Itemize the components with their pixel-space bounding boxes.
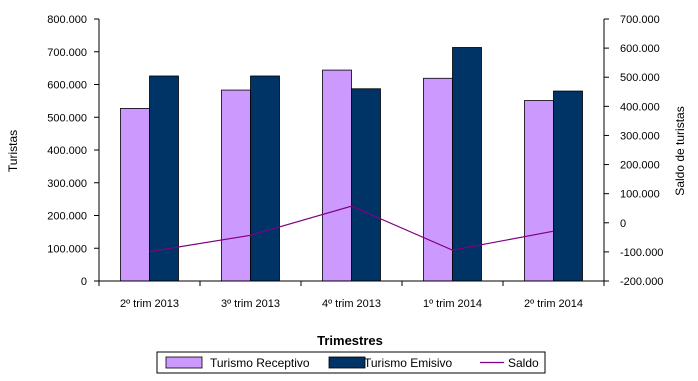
x-axis-title: Trimestres xyxy=(317,333,383,348)
left-axis-title: Turistas xyxy=(6,130,20,172)
right-tick-label: 400.000 xyxy=(620,101,660,113)
legend-swatch-turismo-receptivo xyxy=(165,356,203,369)
right-tick-label: 600.000 xyxy=(620,43,660,55)
right-tick-label: 0 xyxy=(620,218,626,230)
bar-turismo-receptivo xyxy=(322,69,352,282)
x-axis: 2º trim 2013 3º trim 2013 4º trim 2013 1º t… xyxy=(98,280,605,310)
right-tick-label: 200.000 xyxy=(620,160,660,172)
right-tick-label: -100.000 xyxy=(620,247,663,259)
left-tick-label: 500.000 xyxy=(47,112,87,124)
right-tick-label: 700.000 xyxy=(620,14,660,26)
legend-label-saldo: Saldo xyxy=(508,356,539,370)
plot-area xyxy=(120,47,583,282)
legend-label-turismo-receptivo: Turismo Receptivo xyxy=(210,356,310,370)
left-tick-label: 200.000 xyxy=(47,211,87,223)
left-tick-label: 0 xyxy=(81,276,87,288)
bar-turismo-emisivo xyxy=(553,90,583,282)
bar-turismo-emisivo xyxy=(351,88,381,282)
right-axis: -200.000 -100.000 0 100.000 200.000 300.000 40… xyxy=(603,14,663,288)
legend: Turismo Receptivo Turismo Emisivo Saldo xyxy=(156,351,546,374)
bar-turismo-emisivo xyxy=(452,47,482,282)
left-tick-label: 400.000 xyxy=(47,145,87,157)
right-axis-title: Saldo de turistas xyxy=(673,106,687,195)
legend-swatch-turismo-emisivo xyxy=(328,356,366,369)
left-tick-label: 600.000 xyxy=(47,80,87,92)
left-tick-label: 300.000 xyxy=(47,178,87,190)
left-tick-label: 800.000 xyxy=(47,14,87,26)
bar-turismo-receptivo xyxy=(423,77,453,282)
left-tick-label: 700.000 xyxy=(47,47,87,59)
left-axis: 0 100.000 200.000 300.000 400.000 500.000 600.… xyxy=(47,14,100,288)
bar-turismo-emisivo xyxy=(149,75,179,282)
x-tick-label: 1º trim 2014 xyxy=(423,298,482,310)
line-saldo xyxy=(149,205,554,253)
right-tick-label: 300.000 xyxy=(620,130,660,142)
right-tick-label: 100.000 xyxy=(620,189,660,201)
left-tick-label: 100.000 xyxy=(47,243,87,255)
bar-turismo-receptivo xyxy=(524,100,554,282)
right-tick-label: -200.000 xyxy=(620,276,663,288)
bar-turismo-receptivo xyxy=(221,89,251,282)
x-tick-label: 4º trim 2013 xyxy=(322,298,381,310)
x-tick-label: 2º trim 2013 xyxy=(120,298,179,310)
right-tick-label: 500.000 xyxy=(620,72,660,84)
bar-turismo-emisivo xyxy=(250,75,280,282)
x-tick-label: 2º trim 2014 xyxy=(524,298,583,310)
legend-label-turismo-emisivo: Turismo Emisivo xyxy=(364,356,453,370)
bar-turismo-receptivo xyxy=(120,108,150,282)
x-tick-label: 3º trim 2013 xyxy=(221,298,280,310)
